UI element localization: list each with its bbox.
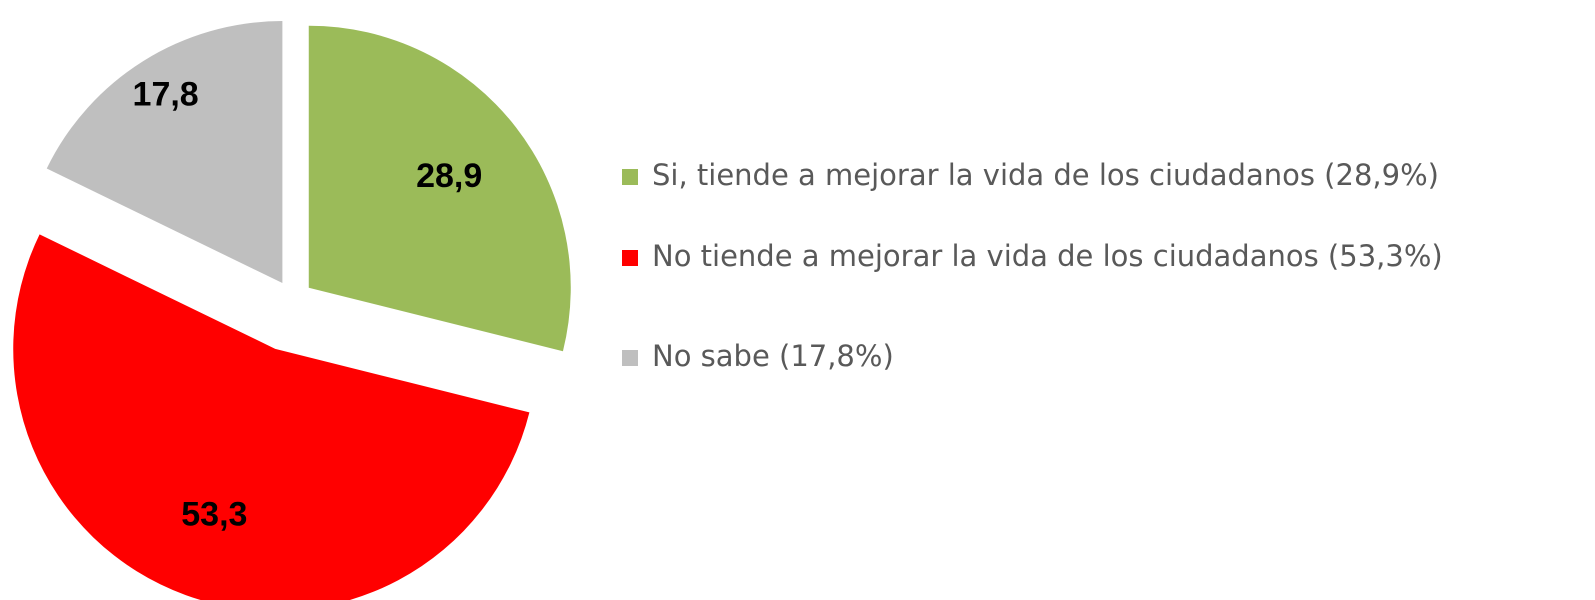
legend-swatch — [622, 250, 638, 266]
value-label: 28,9 — [416, 157, 482, 195]
value-label: 53,3 — [181, 495, 247, 533]
legend-swatch — [622, 350, 638, 366]
legend-swatch — [622, 169, 638, 185]
value-label: 17,8 — [133, 75, 199, 113]
legend-label: Si, tiende a mejorar la vida de los ciud… — [652, 158, 1439, 192]
pie-slice — [13, 234, 530, 600]
pie-slice — [308, 25, 571, 352]
legend-label: No tiende a mejorar la vida de los ciuda… — [652, 239, 1443, 273]
pie-slice — [46, 21, 283, 284]
legend-label: No sabe (17,8%) — [652, 339, 894, 373]
